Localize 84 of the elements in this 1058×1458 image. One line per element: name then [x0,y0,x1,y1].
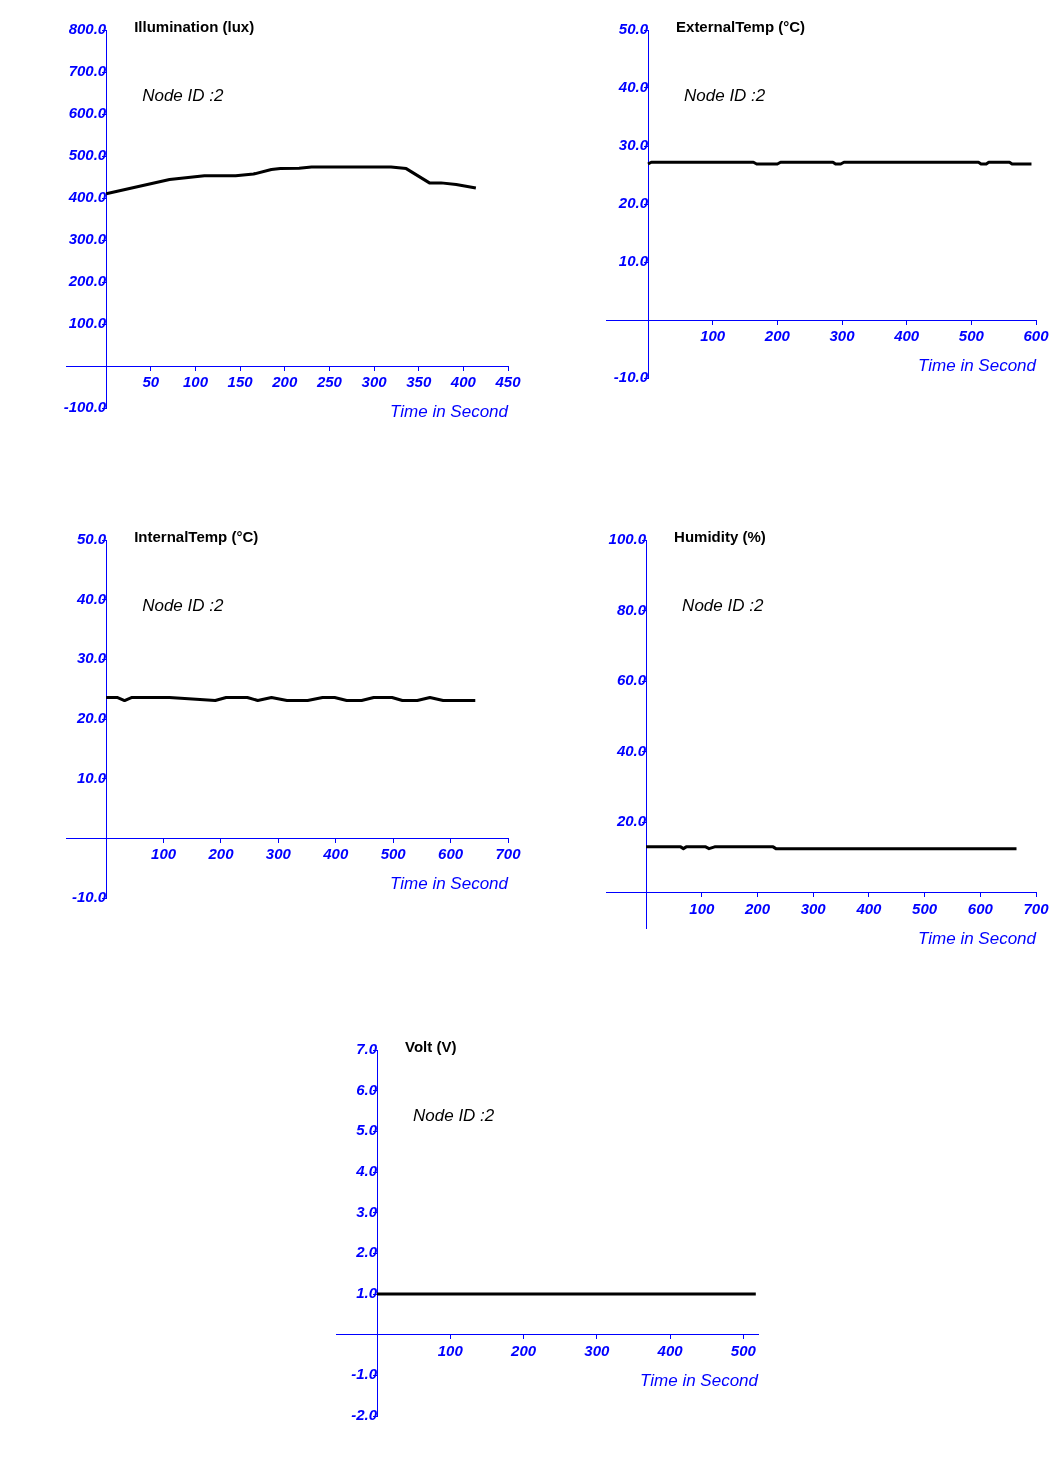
x-axis-title: Time in Second [918,928,1037,948]
x-tick-label: 300 [800,899,827,917]
x-tick-label: 300 [584,1341,610,1359]
y-tick-label: 100.0 [608,530,647,548]
x-tick-label: 200 [510,1341,537,1359]
x-tick-label: 500 [912,899,938,917]
x-tick-label: 300 [265,845,292,863]
x-tick-label: 200 [743,899,771,917]
y-tick-label: 600.0 [68,104,107,122]
y-tick-label: 20.0 [615,812,647,830]
x-tick-label: 400 [656,1341,684,1359]
x-tick-label: 400 [322,845,349,863]
x-tick-label: 100 [151,845,177,863]
y-tick-label: 200.0 [67,272,107,290]
y-tick-label: -1.0 [351,1365,378,1383]
annotation: Node ID :2 [682,596,764,616]
y-tick-label: 500.0 [68,146,107,164]
y-tick-label: 80.0 [616,600,647,618]
y-tick-label: 800.0 [68,20,107,38]
y-tick-label: 40.0 [615,741,647,759]
y-tick-label: 6.0 [356,1080,378,1098]
x-tick-label: 400 [855,899,883,917]
x-tick-label: 200 [271,373,298,391]
chart-title: Humidity (%) [674,527,766,545]
x-tick-label: 350 [406,373,432,391]
x-tick-label: 500 [380,845,407,863]
x-tick-label: 100 [182,373,209,391]
y-tick-label: 100.0 [68,314,107,332]
y-tick-label: 20.0 [75,709,107,727]
x-tick-label: 600 [1023,327,1050,345]
annotation: Node ID :2 [142,86,224,106]
y-tick-label: 7.0 [356,1040,378,1058]
y-tick-label: -10.0 [71,888,107,906]
x-axis-title: Time in Second [390,401,509,421]
x-tick-label: 250 [315,373,343,391]
x-tick-label: 100 [437,1341,464,1359]
annotation: Node ID :2 [413,1106,495,1126]
y-tick-label: 4.0 [355,1162,378,1180]
annotation: Node ID :2 [142,596,224,616]
x-tick-label: 400 [893,327,920,345]
y-tick-label: 1.0 [356,1284,378,1302]
x-tick-label: 150 [227,373,254,391]
x-tick-label: 100 [689,899,715,917]
y-tick-label: 300.0 [68,230,107,248]
y-tick-label: 400.0 [67,188,107,206]
y-tick-label: 10.0 [76,768,107,786]
y-tick-label: 20.0 [617,194,649,212]
x-tick-label: 200 [207,845,235,863]
chart-title: Illumination (lux) [134,17,255,35]
x-tick-label: 200 [763,327,791,345]
x-tick-label: 700 [1023,899,1050,917]
x-axis-title: Time in Second [918,355,1037,375]
x-axis-title: Time in Second [390,874,509,894]
y-tick-label: 5.0 [356,1121,378,1139]
x-tick-label: 500 [730,1341,757,1359]
y-tick-label: 40.0 [75,589,107,607]
y-tick-label: 700.0 [68,62,107,80]
y-tick-label: 3.0 [356,1202,378,1220]
x-tick-label: 300 [829,327,856,345]
chart-title: Volt (V) [405,1037,457,1055]
x-tick-label: 450 [494,373,522,391]
x-axis-title: Time in Second [640,1370,759,1390]
y-tick-label: -10.0 [613,368,649,386]
x-tick-label: 500 [958,327,985,345]
y-tick-label: 10.0 [618,252,649,270]
y-tick-label: 30.0 [76,649,107,667]
x-tick-label: 400 [449,373,477,391]
y-tick-label: 2.0 [355,1243,378,1261]
y-tick-label: -2.0 [351,1406,378,1424]
annotation: Node ID :2 [684,86,766,106]
x-tick-label: 50 [142,373,160,391]
x-tick-label: 300 [361,373,388,391]
chart-title: InternalTemp (°C) [134,527,259,545]
x-tick-label: 700 [495,845,522,863]
y-tick-label: 50.0 [618,20,649,38]
x-tick-label: 600 [967,899,994,917]
y-tick-label: 40.0 [617,78,649,96]
y-tick-label: 50.0 [76,530,107,548]
chart-title: ExternalTemp (°C) [676,17,806,35]
x-tick-label: 600 [438,845,464,863]
x-tick-label: 100 [700,327,726,345]
y-tick-label: 30.0 [618,136,649,154]
y-tick-label: -100.0 [63,398,107,416]
y-tick-label: 60.0 [616,671,647,689]
